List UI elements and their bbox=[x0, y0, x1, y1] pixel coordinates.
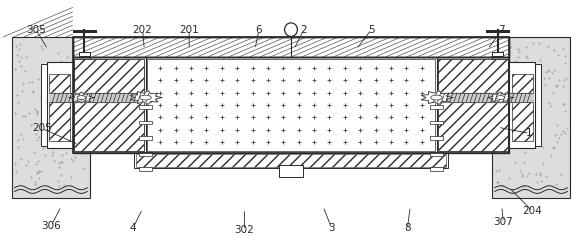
Text: 7: 7 bbox=[498, 25, 505, 35]
Bar bbox=[134, 153, 448, 168]
Circle shape bbox=[77, 96, 86, 100]
Polygon shape bbox=[69, 92, 94, 103]
Text: 205: 205 bbox=[32, 124, 52, 133]
Bar bbox=[430, 105, 443, 109]
Text: 3: 3 bbox=[328, 224, 335, 233]
Bar bbox=[430, 167, 443, 171]
Text: 307: 307 bbox=[494, 217, 513, 227]
Bar bbox=[73, 37, 509, 57]
Text: 2: 2 bbox=[300, 25, 307, 35]
Text: 201: 201 bbox=[179, 25, 199, 35]
Circle shape bbox=[140, 95, 151, 100]
Bar bbox=[509, 62, 535, 148]
Polygon shape bbox=[421, 91, 453, 104]
Polygon shape bbox=[130, 91, 162, 104]
Text: 302: 302 bbox=[235, 225, 254, 235]
Text: 204: 204 bbox=[523, 206, 542, 216]
Bar bbox=[430, 121, 443, 124]
Polygon shape bbox=[488, 92, 513, 103]
Circle shape bbox=[496, 96, 505, 100]
Bar bbox=[73, 37, 509, 153]
Bar bbox=[73, 57, 509, 153]
Text: 4: 4 bbox=[129, 224, 136, 233]
Bar bbox=[147, 59, 435, 151]
Text: 6: 6 bbox=[255, 25, 262, 35]
Bar bbox=[12, 37, 90, 198]
Bar bbox=[47, 62, 73, 148]
Bar bbox=[438, 59, 508, 151]
Bar bbox=[430, 136, 443, 140]
Text: 5: 5 bbox=[368, 25, 375, 35]
Bar bbox=[49, 74, 70, 141]
Bar bbox=[430, 152, 443, 156]
Bar bbox=[492, 52, 503, 56]
Circle shape bbox=[431, 95, 442, 100]
Text: 1: 1 bbox=[526, 128, 533, 138]
Bar bbox=[492, 37, 570, 198]
Text: 202: 202 bbox=[133, 25, 152, 35]
Bar bbox=[139, 105, 152, 109]
Bar bbox=[41, 64, 47, 146]
Text: 305: 305 bbox=[26, 25, 46, 35]
Bar bbox=[535, 64, 541, 146]
Bar bbox=[79, 52, 90, 56]
Bar bbox=[139, 121, 152, 124]
Bar bbox=[279, 165, 303, 177]
Bar bbox=[139, 152, 152, 156]
Text: 306: 306 bbox=[41, 221, 61, 231]
Bar bbox=[512, 74, 533, 141]
Bar bbox=[139, 167, 152, 171]
Text: 8: 8 bbox=[404, 224, 411, 233]
Bar bbox=[136, 154, 446, 167]
Bar bbox=[139, 136, 152, 140]
Bar bbox=[74, 59, 144, 151]
Bar bbox=[73, 37, 509, 57]
